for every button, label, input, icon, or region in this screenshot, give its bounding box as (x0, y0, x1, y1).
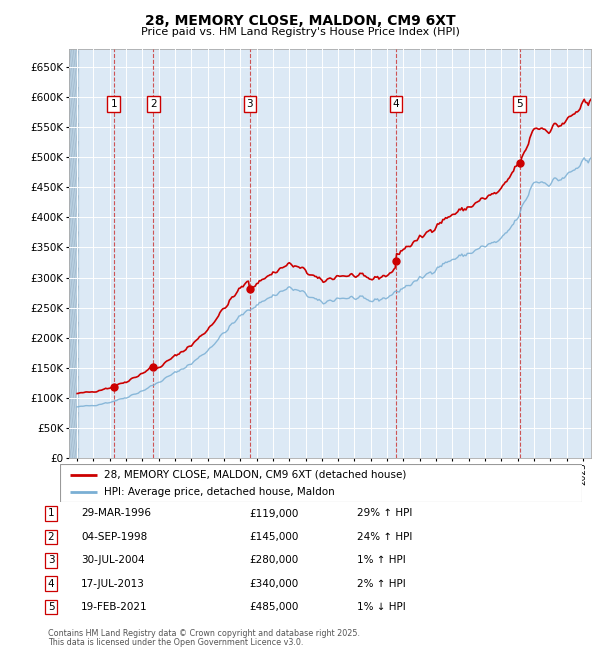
Text: 24% ↑ HPI: 24% ↑ HPI (357, 532, 412, 542)
Text: 4: 4 (47, 578, 55, 589)
Text: £145,000: £145,000 (249, 532, 298, 542)
Text: HPI: Average price, detached house, Maldon: HPI: Average price, detached house, Mald… (104, 488, 335, 497)
Text: 2: 2 (150, 99, 157, 109)
Text: 1% ↑ HPI: 1% ↑ HPI (357, 555, 406, 566)
Text: 28, MEMORY CLOSE, MALDON, CM9 6XT (detached house): 28, MEMORY CLOSE, MALDON, CM9 6XT (detac… (104, 470, 407, 480)
Text: 30-JUL-2004: 30-JUL-2004 (81, 555, 145, 566)
Text: 04-SEP-1998: 04-SEP-1998 (81, 532, 147, 542)
Text: 1% ↓ HPI: 1% ↓ HPI (357, 602, 406, 612)
Text: 29-MAR-1996: 29-MAR-1996 (81, 508, 151, 519)
Text: 4: 4 (392, 99, 399, 109)
Text: This data is licensed under the Open Government Licence v3.0.: This data is licensed under the Open Gov… (48, 638, 304, 647)
Text: 3: 3 (47, 555, 55, 566)
Text: 5: 5 (47, 602, 55, 612)
Text: 28, MEMORY CLOSE, MALDON, CM9 6XT: 28, MEMORY CLOSE, MALDON, CM9 6XT (145, 14, 455, 29)
Text: 1: 1 (110, 99, 117, 109)
Text: Contains HM Land Registry data © Crown copyright and database right 2025.: Contains HM Land Registry data © Crown c… (48, 629, 360, 638)
Text: 2% ↑ HPI: 2% ↑ HPI (357, 578, 406, 589)
Text: £119,000: £119,000 (249, 508, 298, 519)
Text: 1: 1 (47, 508, 55, 519)
Text: £280,000: £280,000 (249, 555, 298, 566)
Text: 2: 2 (47, 532, 55, 542)
Text: £485,000: £485,000 (249, 602, 298, 612)
Text: 5: 5 (517, 99, 523, 109)
Text: 17-JUL-2013: 17-JUL-2013 (81, 578, 145, 589)
Text: 3: 3 (247, 99, 253, 109)
Text: £340,000: £340,000 (249, 578, 298, 589)
Text: 29% ↑ HPI: 29% ↑ HPI (357, 508, 412, 519)
Text: 19-FEB-2021: 19-FEB-2021 (81, 602, 148, 612)
Text: Price paid vs. HM Land Registry's House Price Index (HPI): Price paid vs. HM Land Registry's House … (140, 27, 460, 37)
